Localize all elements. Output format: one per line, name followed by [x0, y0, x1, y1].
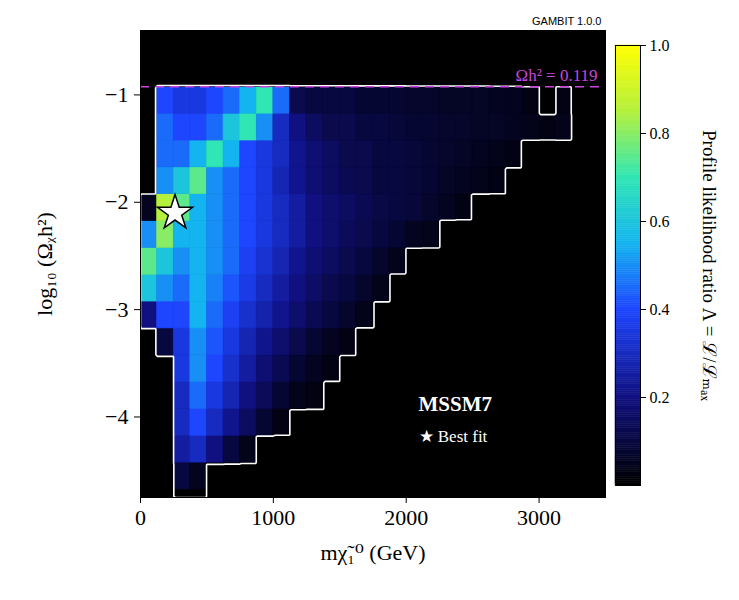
svg-text:−4: −4 [105, 404, 128, 429]
svg-text:0: 0 [135, 505, 146, 530]
svg-text:0.8: 0.8 [650, 125, 670, 142]
svg-text:−3: −3 [105, 297, 128, 322]
svg-text:MSSM7: MSSM7 [419, 392, 493, 416]
svg-text:3000: 3000 [517, 505, 561, 530]
svg-text:2000: 2000 [384, 505, 428, 530]
svg-text:Ωh² = 0.119: Ωh² = 0.119 [516, 66, 598, 85]
svg-text:GAMBIT 1.0.0: GAMBIT 1.0.0 [532, 15, 602, 27]
svg-text:1000: 1000 [251, 505, 295, 530]
svg-text:−2: −2 [105, 189, 128, 214]
svg-text:0.4: 0.4 [650, 301, 670, 318]
html-text:Profile likelihood ratio Λ = ℒ: Profile likelihood ratio Λ = ℒ/ℒₘₐₓ [699, 129, 720, 401]
svg-text:0.6: 0.6 [650, 213, 670, 230]
svg-text:mχ̃₁⁰ (GeV): mχ̃₁⁰ (GeV) [320, 540, 425, 565]
svg-text:1.0: 1.0 [650, 37, 670, 54]
svg-text:0.2: 0.2 [650, 389, 670, 406]
svg-text:−1: −1 [105, 82, 128, 107]
svg-text:★ Best fit: ★ Best fit [419, 427, 488, 446]
svg-text:log₁₀ (Ωᵪh²): log₁₀ (Ωᵪh²) [32, 212, 57, 316]
